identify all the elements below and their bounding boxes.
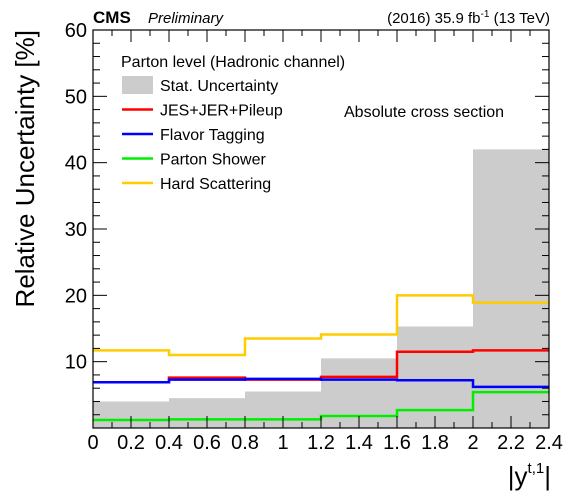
series-line-hard-scattering	[93, 294, 549, 357]
lumi-prefix: (2016) 35.9 fb	[387, 10, 480, 27]
series-line-flavor-tagging	[93, 377, 549, 389]
legend-label-jes-jer-pileup: JES+JER+Pileup	[160, 103, 283, 120]
annotation-label: Absolute cross section	[344, 104, 504, 121]
x-tick-label: 0.2	[117, 432, 145, 454]
x-tick-label: 0.4	[155, 432, 183, 454]
legend-label-hard-scattering: Hard Scattering	[160, 176, 271, 193]
y-axis-title: Relative Uncertainty [%]	[10, 30, 40, 307]
y-tick-labels: 10 20 30 40 50 60	[65, 20, 87, 374]
legend-title: Parton level (Hadronic channel)	[121, 54, 345, 71]
x-tick-labels: 0 0.2 0.4 0.6 0.8 1 1.2 1.4 1.6 1.8 2 2.2 2.4	[87, 432, 562, 454]
x-tick-label: 1.8	[421, 432, 449, 454]
stat-bin-4	[397, 326, 473, 428]
lumi-exponent: -1	[481, 9, 490, 20]
y-tick-label: 50	[65, 86, 87, 108]
lumi-label: (2016) 35.9 fb-1 (13 TeV)	[387, 9, 550, 27]
experiment-label: CMS	[93, 8, 131, 27]
status-label: Preliminary	[148, 10, 225, 27]
x-tick-label: 1.6	[383, 432, 411, 454]
plot-frame	[92, 29, 550, 429]
y-tick-label: 40	[65, 153, 87, 175]
y-tick-label: 10	[65, 352, 87, 374]
stat-bin-5	[473, 149, 549, 428]
x-tick-label: 0.8	[231, 432, 259, 454]
lumi-suffix: (13 TeV)	[489, 10, 550, 27]
x-axis-title-main: |y	[508, 461, 528, 491]
x-tick-label: 2.2	[497, 432, 525, 454]
x-tick-label: 0.6	[193, 432, 221, 454]
legend-swatch-stat-uncertainty	[122, 76, 153, 94]
legend: Parton level (Hadronic channel) Stat. Un…	[121, 54, 345, 193]
legend-label-stat-uncertainty: Stat. Uncertainty	[160, 78, 278, 95]
x-tick-label: 2.4	[535, 432, 563, 454]
y-tick-label: 60	[65, 20, 87, 42]
legend-label-parton-shower: Parton Shower	[160, 152, 267, 169]
x-tick-label: 1	[277, 432, 288, 454]
legend-entries: Stat. Uncertainty JES+JER+Pileup Flavor Ta…	[122, 76, 283, 193]
x-axis-title-close: |	[544, 461, 551, 491]
y-tick-label: 20	[65, 285, 87, 307]
legend-label-flavor-tagging: Flavor Tagging	[160, 127, 265, 144]
x-tick-label: 1.2	[307, 432, 335, 454]
x-tick-label: 2	[467, 432, 478, 454]
y-tick-label: 30	[65, 219, 87, 241]
x-tick-label: 0	[87, 432, 98, 454]
x-axis-title: |yt,1|	[508, 460, 551, 491]
x-axis-title-sup: t,1	[528, 460, 545, 477]
x-tick-label: 1.4	[345, 432, 373, 454]
